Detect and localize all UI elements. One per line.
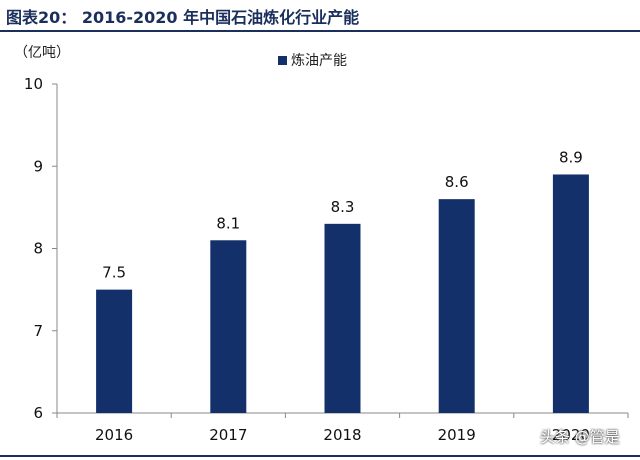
y-tick-label: 8 bbox=[33, 240, 43, 258]
legend: 炼油产能 bbox=[278, 50, 347, 70]
data-label: 8.6 bbox=[445, 173, 469, 191]
bar bbox=[96, 289, 133, 413]
bar bbox=[210, 240, 247, 413]
legend-swatch bbox=[278, 55, 287, 65]
data-label: 8.9 bbox=[559, 148, 583, 166]
bar bbox=[324, 223, 361, 413]
x-tick-label: 2018 bbox=[323, 426, 361, 444]
unit-label: （亿吨） bbox=[14, 45, 70, 61]
x-tick-label: 2017 bbox=[209, 426, 247, 444]
bottom-rule bbox=[0, 455, 640, 457]
data-label: 8.3 bbox=[331, 198, 355, 216]
title-rule bbox=[0, 30, 640, 32]
y-tick-label: 10 bbox=[24, 75, 43, 93]
figure-title: 图表20： 2016-2020 年中国石油炼化行业产能 bbox=[6, 8, 360, 27]
watermark: 头条 @管是 bbox=[540, 428, 620, 446]
bar bbox=[438, 199, 475, 413]
y-tick-label: 6 bbox=[33, 404, 43, 422]
x-tick-label: 2016 bbox=[95, 426, 133, 444]
y-tick-label: 9 bbox=[33, 157, 43, 175]
y-tick-label: 7 bbox=[33, 322, 43, 340]
legend-label: 炼油产能 bbox=[291, 53, 347, 69]
x-tick-label: 2020 bbox=[552, 426, 590, 444]
title-bar: 图表20： 2016-2020 年中国石油炼化行业产能 bbox=[0, 0, 640, 32]
data-label: 7.5 bbox=[102, 264, 126, 282]
bar bbox=[552, 174, 589, 413]
data-label: 8.1 bbox=[216, 214, 240, 232]
x-tick-label: 2019 bbox=[438, 426, 476, 444]
